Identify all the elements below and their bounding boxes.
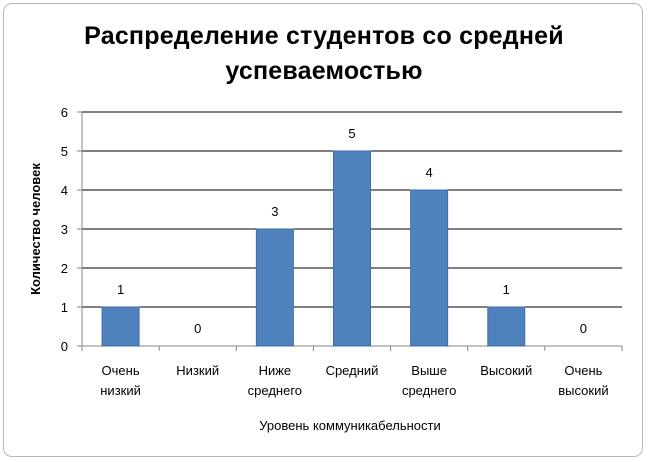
data-label: 1 <box>503 282 510 297</box>
data-label: 0 <box>194 321 201 336</box>
bar <box>101 306 140 347</box>
data-label: 5 <box>348 126 355 141</box>
y-tick-label: 5 <box>61 144 68 159</box>
x-tick-label: среднего <box>248 383 302 398</box>
x-tick-label: Выше <box>411 363 447 378</box>
y-tick-label: 6 <box>61 105 68 120</box>
y-tick-label: 3 <box>61 222 68 237</box>
x-tick-label: Ниже <box>259 363 292 378</box>
bar <box>487 306 526 347</box>
x-tick-label: среднего <box>402 383 456 398</box>
chart-title-line-2: успеваемостью <box>225 57 423 85</box>
x-axis-label: Уровень коммуникабельности <box>259 418 441 433</box>
bars <box>101 150 526 347</box>
x-tick-label: низкий <box>100 383 141 398</box>
chart-frame <box>3 3 643 457</box>
x-tick-label: высокий <box>558 383 608 398</box>
x-tick-label: Средний <box>326 363 379 378</box>
y-axis-label: Количество человек <box>28 163 43 295</box>
y-tick-label: 1 <box>61 300 68 315</box>
bar <box>410 189 449 347</box>
data-labels: 1 0 3 5 4 1 0 <box>117 126 587 336</box>
bar <box>255 228 294 347</box>
data-label: 4 <box>426 165 433 180</box>
chart-title-line-1: Распределение студентов со средней <box>84 22 564 50</box>
y-tick-label: 4 <box>61 183 68 198</box>
y-tick-label: 2 <box>61 261 68 276</box>
x-tick-label: Очень <box>564 363 602 378</box>
bar <box>333 150 371 347</box>
tick-labels: 0 1 2 3 4 5 6 Очень низкий Низкий Ниже среднего Сред… <box>61 105 609 398</box>
data-label: 1 <box>117 282 124 297</box>
y-tick-label: 0 <box>61 339 68 354</box>
x-tick-label: Низкий <box>176 363 219 378</box>
data-label: 0 <box>580 321 587 336</box>
x-tick-label: Высокий <box>480 363 532 378</box>
data-label: 3 <box>271 204 278 219</box>
x-tick-label: Очень <box>102 363 140 378</box>
